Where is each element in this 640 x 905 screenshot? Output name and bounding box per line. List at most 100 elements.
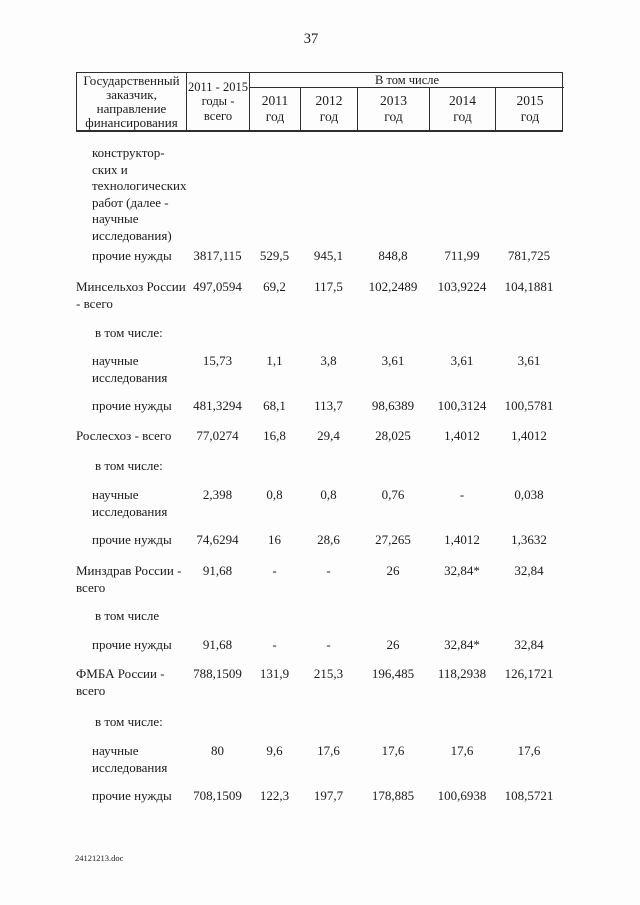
year-label: 2012 год [315,93,343,124]
table-row: прочие нужды 481,3294 68,1 113,7 98,6389 100,… [76,398,563,415]
row-label: Рослесхоз - всего [76,428,172,443]
header-cell-including: В том числе [250,73,564,88]
cell-value: 108,5721 [504,788,554,803]
cell-value: 91,68 [202,637,233,652]
row-label: в том числе: [95,714,163,729]
page-number: 37 [303,31,319,47]
cell-value: 17,6 [450,743,474,758]
table-row: прочие нужды 74,6294 16 28,6 27,265 1,4012 1,3… [76,532,563,549]
header-cell-year-2014: 2014 год [430,88,496,130]
cell-value: 197,7 [313,788,344,803]
cell-value: 91,68 [202,563,233,578]
cell-value: 9,6 [266,743,283,758]
cell-value: 100,3124 [437,398,487,413]
table-row: в том числе [76,608,563,625]
year-label: 2011 год [261,93,289,124]
cell-value: 68,1 [263,398,286,413]
cell-value: 0,8 [266,487,283,502]
row-label: научные исследования [92,743,168,775]
cell-value: 3,8 [320,353,337,368]
row-label: в том числе [95,608,160,623]
cell-value: 100,5781 [504,398,554,413]
table-row: ФМБА России - всего 788,1509 131,9 215,3 196… [76,666,563,699]
row-label: прочие нужды [92,532,172,547]
cell-value: 100,6938 [437,788,487,803]
cell-value: 848,8 [378,248,408,263]
cell-value: 215,3 [313,666,344,681]
cell-value: 98,6389 [371,398,415,413]
table-row: прочие нужды 708,1509 122,3 197,7 178,885 100… [76,788,563,805]
table-row: научные исследования 2,398 0,8 0,8 0,76 - 0,03… [76,487,563,520]
cell-value: 16 [268,532,281,547]
cell-value: 17,6 [517,743,541,758]
cell-value: 32,84 [514,637,544,652]
cell-value: 15,73 [202,353,233,368]
row-label: научные исследования [92,487,168,519]
cell-value: 27,265 [375,532,411,547]
table-row: научные исследования 80 9,6 17,6 17,6 17,6 17,… [76,743,563,776]
table-row: прочие нужды 91,68 - - 26 32,84* 32,84 [76,637,563,654]
cell-value: 3,61 [517,353,541,368]
row-label: Минсельхоз России - всего [76,279,186,311]
cell-value: 711,99 [444,248,480,263]
header-cell-year-2011: 2011 год [250,88,301,130]
cell-value: 3,61 [450,353,474,368]
year-label: 2014 год [449,93,476,124]
cell-value: 1,1 [266,353,283,368]
cell-value: 126,1721 [504,666,554,681]
table-row: в том числе: [76,714,563,731]
table-row: Минздрав России - всего 91,68 - - 26 32,84* 32… [76,563,563,596]
header-cell-customer: Государственный заказчик, направление фи… [77,73,187,130]
cell-value: 28,6 [317,532,340,547]
cell-value: 32,84* [444,637,480,652]
row-label: прочие нужды [92,637,172,652]
table-row: в том числе: [76,458,563,475]
header-cell-total: 2011 - 2015 годы - всего [187,73,250,130]
footer-filename: 24121213.doc [75,853,124,863]
cell-value: 0,038 [514,487,544,502]
cell-value: 708,1509 [193,788,242,803]
row-label: ФМБА России - всего [76,666,165,698]
row-label: прочие нужды [92,248,172,263]
cell-value: 80 [211,743,224,758]
header-cell-year-2013: 2013 год [358,88,430,130]
cell-value: 16,8 [263,428,286,443]
cell-value: 1,4012 [511,428,547,443]
cell-value: 117,5 [314,279,343,294]
cell-value: 102,2489 [368,279,418,294]
cell-value: 77,0274 [196,428,239,443]
cell-value: 131,9 [259,666,290,681]
cell-value: - [272,637,277,652]
cell-value: 74,6294 [196,532,239,547]
cell-value: 3817,115 [193,248,242,263]
cell-value: - [272,563,277,578]
cell-value: 497,0594 [193,279,242,294]
cell-value: 781,725 [507,248,551,263]
cell-value: 17,6 [317,743,340,758]
cell-value: 1,4012 [444,532,480,547]
cell-value: 0,76 [381,487,405,502]
cell-value: 178,885 [371,788,415,803]
cell-value: 118,2938 [437,666,487,681]
cell-value: - [326,563,331,578]
cell-value: 104,1881 [504,279,554,294]
row-label: прочие нужды [92,788,172,803]
cell-value: 0,8 [320,487,337,502]
cell-value: - [326,637,331,652]
header-cell-year-2015: 2015 год [496,88,564,130]
cell-value: 1,3632 [511,532,547,547]
year-label: 2015 год [516,93,544,124]
cell-value: 529,5 [259,248,290,263]
cell-value: 32,84* [444,563,480,578]
cell-value: 32,84 [514,563,544,578]
row-label: научные исследования [92,353,168,385]
table-row: Рослесхоз - всего 77,0274 16,8 29,4 28,025 1,… [76,428,563,445]
cell-value: 122,3 [259,788,290,803]
cell-value: 788,1509 [193,666,242,681]
table-row: конструктор-ских и технологических работ… [76,145,563,244]
row-label: в том числе: [95,325,163,340]
year-label: 2013 год [380,93,407,124]
cell-value: 103,9224 [437,279,487,294]
cell-value: 26 [386,563,400,578]
